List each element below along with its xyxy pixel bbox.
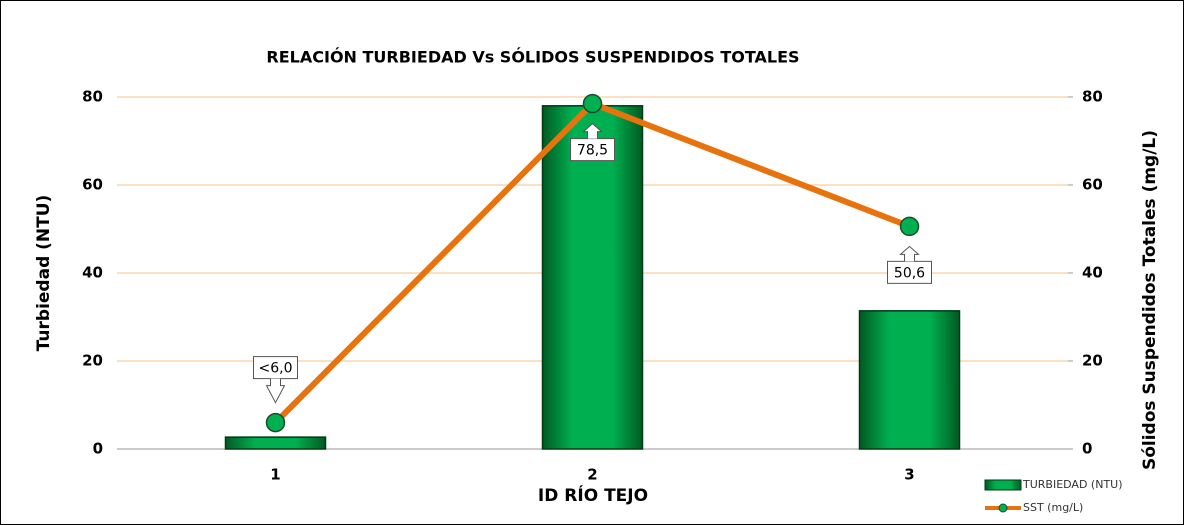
point [899, 216, 920, 237]
x-tick-label: 2 [587, 466, 597, 484]
label-pointer [582, 122, 603, 139]
y-tick-label: 20 [82, 352, 103, 370]
point [582, 93, 603, 114]
x-tick-label: 1 [270, 466, 280, 484]
bar [224, 436, 327, 450]
bar [858, 310, 961, 450]
legend-label: TURBIEDAD (NTU) [1022, 478, 1123, 491]
bar [541, 105, 644, 450]
y2-tick-label: 40 [1082, 264, 1103, 282]
x-tick-label: 3 [904, 466, 914, 484]
y2-tick-label: 20 [1082, 352, 1103, 370]
label-pointer [265, 378, 286, 404]
y-tick-label: 40 [82, 264, 103, 282]
y-tick-label: 80 [82, 88, 103, 106]
data-label: 50,6 [894, 265, 925, 281]
y-tick-label: 0 [93, 440, 103, 458]
y2-tick-label: 80 [1082, 88, 1103, 106]
y-tick-label: 60 [82, 176, 103, 194]
data-label: <6,0 [259, 361, 293, 377]
point [265, 412, 286, 433]
label-pointer [899, 245, 920, 262]
data-label: 78,5 [577, 143, 608, 159]
chart-title: RELACIÓN TURBIEDAD Vs SÓLIDOS SUSPENDIDO… [266, 48, 799, 67]
y2-axis-title: Sólidos Suspendidos Totales (mg/L) [1140, 130, 1160, 470]
legend-label: SST (mg/L) [1023, 501, 1083, 514]
legend-swatch [984, 479, 1022, 491]
y2-tick-label: 60 [1082, 176, 1103, 194]
x-axis-title: ID RÍO TEJO [538, 484, 648, 506]
y-axis-title: Turbiedad (NTU) [34, 195, 54, 352]
y2-tick-label: 0 [1082, 440, 1092, 458]
legend-marker [998, 503, 1008, 513]
